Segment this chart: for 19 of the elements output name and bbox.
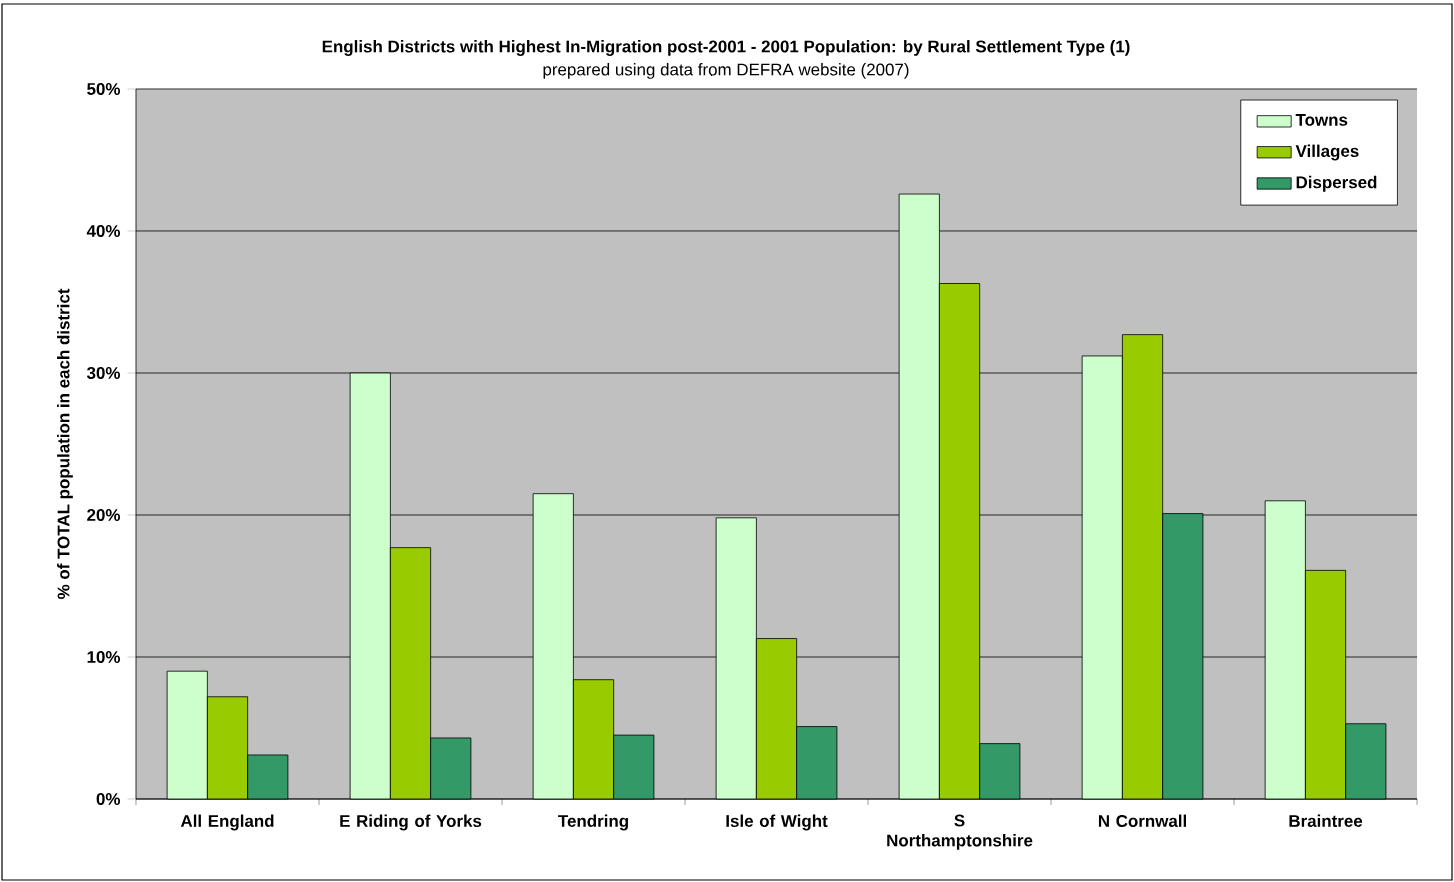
chart-title: English Districts with Highest In-Migration post-2001 - 2001 Population: by Rural Settlement Type (1)	[322, 40, 1130, 56]
y-axis-title: % of TOTAL population in each district	[57, 288, 73, 599]
x-tick-label: S Northamptonshire	[887, 814, 1033, 850]
legend-label: Dispersed	[1296, 175, 1377, 192]
x-tick-label: Isle of Wight	[726, 814, 828, 831]
y-tick-label: 50%	[87, 82, 121, 95]
legend-label: Towns	[1295, 114, 1348, 126]
y-tick-label: 20%	[87, 509, 121, 521]
x-tick-label: E Riding of Yorks	[340, 814, 482, 831]
x-tick-label: Tendring	[558, 814, 628, 831]
legend-label: Villages	[1295, 144, 1359, 161]
y-tick-label: 10%	[87, 651, 121, 663]
chart-subtitle: prepared using data from DEFRA website (2007)	[543, 63, 909, 79]
x-tick-label: Braintree	[1289, 814, 1363, 827]
x-tick-label: All England	[180, 814, 274, 831]
y-tick-label: 40%	[86, 225, 121, 237]
y-tick-label: 30%	[86, 366, 121, 379]
x-tick-label: N Cornwall	[1098, 814, 1187, 827]
y-tick-label: 0%	[96, 793, 121, 805]
